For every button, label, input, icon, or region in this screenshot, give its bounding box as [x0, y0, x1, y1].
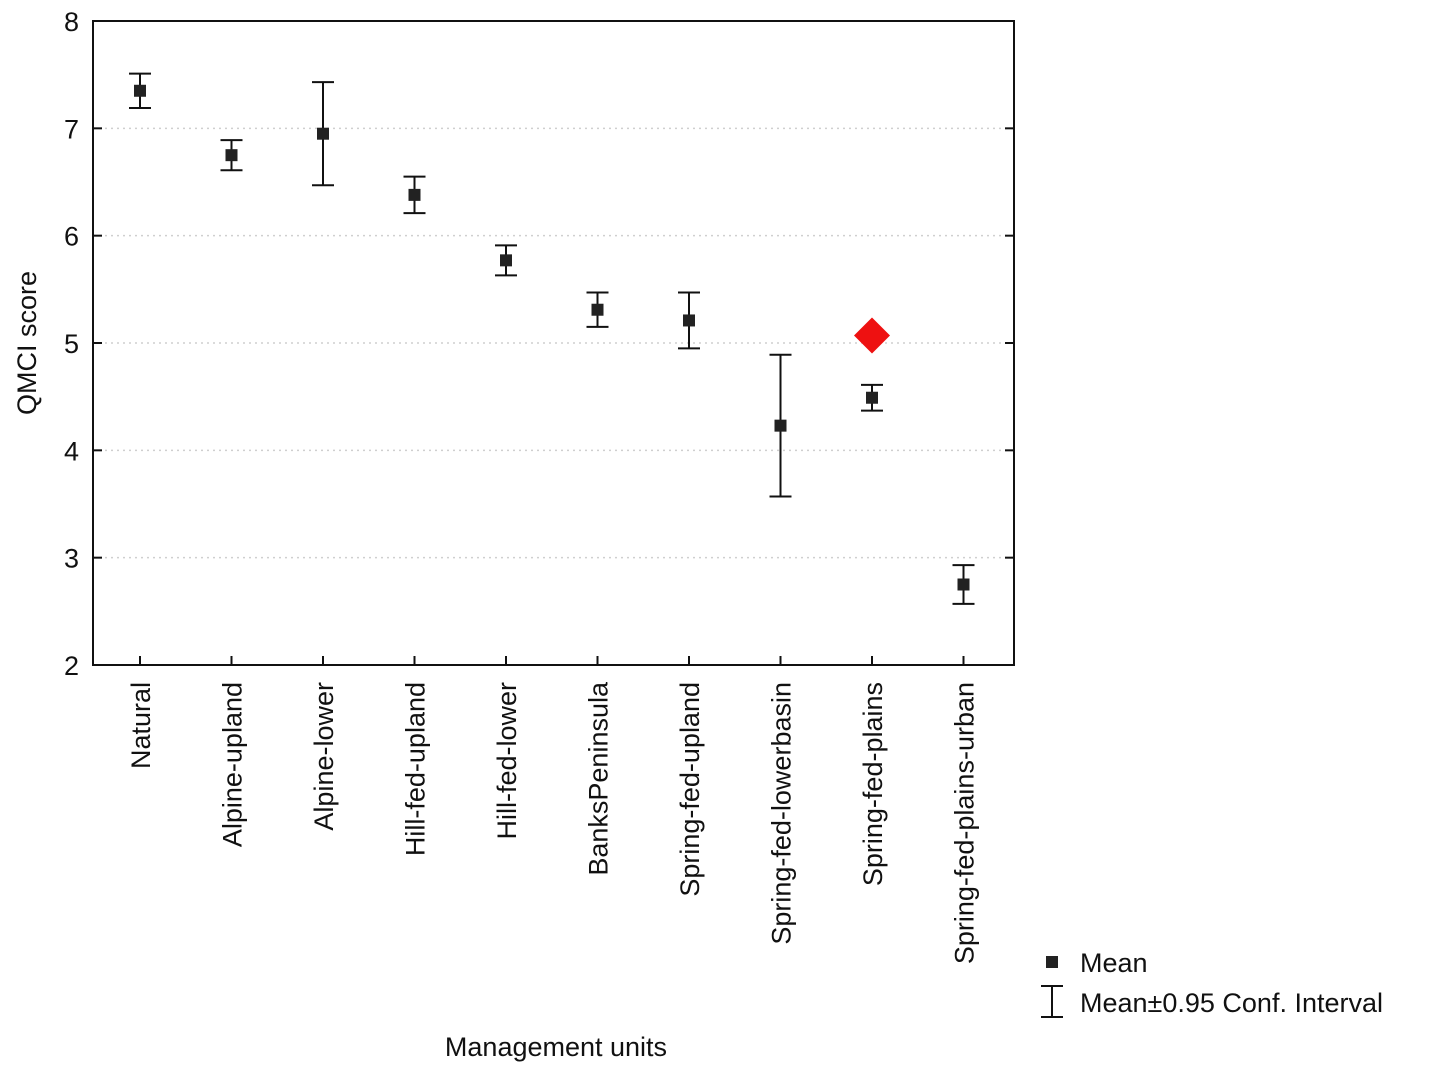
legend-mean-symbol — [1046, 956, 1058, 968]
x-tick-label: Alpine-lower — [309, 682, 339, 831]
plot-area-frame — [92, 20, 1015, 666]
y-tick-label: 7 — [64, 114, 79, 144]
y-tick-label: 8 — [64, 7, 79, 37]
mean-point — [408, 188, 421, 201]
y-axis-title: QMCI score — [12, 271, 42, 415]
y-tick-label: 4 — [64, 436, 79, 466]
legend-ci-symbol — [1041, 985, 1063, 1018]
y-tick-label: 2 — [64, 651, 79, 681]
x-tick-label: Spring-fed-upland — [675, 682, 705, 897]
mean-point — [591, 303, 604, 316]
plot-marks — [129, 72, 975, 605]
legend-mean-label: Mean — [1080, 948, 1148, 978]
mean-point — [317, 127, 329, 140]
x-tick-label: BanksPeninsula — [584, 681, 614, 876]
mean-point — [500, 254, 512, 267]
mean-point — [774, 419, 787, 432]
legend-ci-label: Mean±0.95 Conf. Interval — [1080, 988, 1383, 1018]
legend: Mean Mean±0.95 Conf. Interval — [1041, 948, 1383, 1018]
x-tick-label: Spring-fed-plains — [858, 682, 888, 886]
mean-point — [957, 578, 970, 591]
x-tick-label: Hill-fed-lower — [492, 682, 522, 840]
x-tick-label: Alpine-upland — [218, 682, 248, 847]
x-tick-label: Natural — [126, 682, 156, 769]
x-tick-label: Spring-fed-plains-urban — [950, 682, 980, 964]
mean-point — [866, 391, 878, 404]
x-axis-title: Management units — [445, 1032, 667, 1062]
y-tick-label: 6 — [64, 222, 79, 252]
y-tick-label: 5 — [64, 329, 79, 359]
mean-point — [225, 149, 238, 162]
y-tick-label: 3 — [64, 544, 79, 574]
x-tick-label: Hill-fed-upland — [401, 682, 431, 856]
x-tick-label: Spring-fed-lowerbasin — [767, 682, 797, 945]
highlight-diamond — [854, 317, 890, 354]
mean-point — [683, 314, 695, 327]
x-axis: Natural Alpine-upland Alpine-lower Hill-fed… — [126, 656, 980, 964]
mean-point — [134, 84, 146, 97]
